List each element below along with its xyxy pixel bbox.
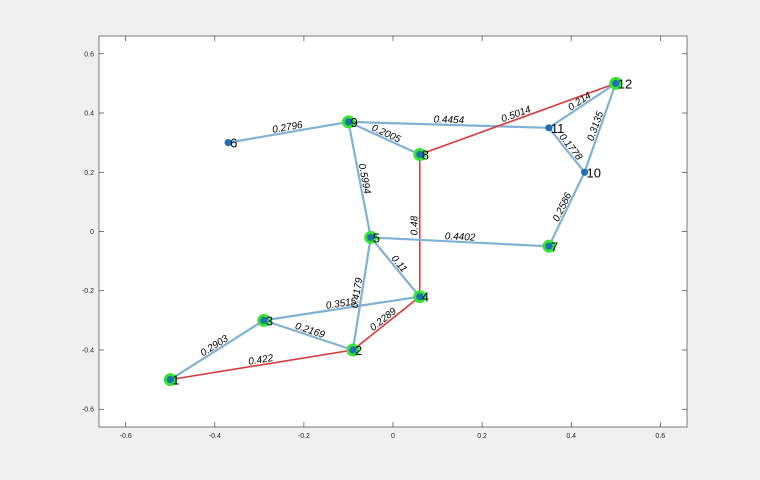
edge-9-5 bbox=[347, 120, 372, 239]
edge-weight-label: 0.4454 bbox=[433, 114, 464, 126]
edge-5-4 bbox=[369, 236, 421, 298]
edge-7-10 bbox=[547, 171, 586, 248]
edge-weight-label: 0.422 bbox=[248, 353, 275, 368]
edge-weight-label: 0.4179 bbox=[350, 277, 366, 309]
node-label: 2 bbox=[355, 343, 362, 358]
edge-weight-label: 0.2796 bbox=[272, 120, 304, 136]
edge-5-7 bbox=[369, 236, 551, 248]
node-11 bbox=[545, 124, 553, 132]
node-4 bbox=[416, 293, 424, 301]
x-tick-label: 0 bbox=[391, 433, 395, 440]
node-label: 3 bbox=[266, 313, 273, 328]
axes-box bbox=[98, 35, 688, 428]
y-tick-label: -0.4 bbox=[82, 347, 94, 354]
y-tick-label: 0.6 bbox=[84, 51, 94, 58]
edge-1-3 bbox=[169, 319, 265, 381]
node-label: 1 bbox=[172, 373, 179, 388]
edge-weight-label: 0.48 bbox=[410, 215, 421, 235]
edge-11-12 bbox=[547, 82, 617, 129]
node-label: 10 bbox=[587, 165, 601, 180]
edge-weight-label: 0.4402 bbox=[444, 231, 476, 244]
x-tick-label: -0.4 bbox=[209, 433, 221, 440]
edge-9-11 bbox=[347, 120, 551, 129]
edge-3-4 bbox=[262, 295, 421, 322]
node-label: 6 bbox=[230, 136, 237, 151]
node-label: 8 bbox=[422, 147, 429, 162]
node-label: 7 bbox=[551, 239, 558, 254]
x-tick-label: -0.6 bbox=[120, 433, 132, 440]
node-8 bbox=[416, 150, 424, 159]
x-tick-label: 0.4 bbox=[566, 433, 576, 440]
node-7 bbox=[545, 242, 553, 250]
edge-6-9 bbox=[227, 120, 350, 144]
edge-3-2 bbox=[262, 319, 355, 352]
edge-weight-label: 0.3515 bbox=[325, 296, 357, 312]
edge-2-5 bbox=[351, 236, 372, 352]
node-10 bbox=[580, 168, 589, 176]
node-label: 12 bbox=[618, 76, 632, 91]
graph-edges bbox=[169, 82, 617, 381]
y-tick-label: 0.4 bbox=[84, 111, 94, 118]
edge-8-12 bbox=[418, 82, 617, 156]
x-tick-label: 0.2 bbox=[477, 433, 487, 440]
node-2 bbox=[349, 346, 357, 354]
y-tick-label: 0.2 bbox=[84, 170, 94, 177]
node-9 bbox=[344, 118, 353, 126]
edge-1-2 bbox=[169, 349, 354, 381]
y-tick-label: -0.6 bbox=[82, 407, 94, 414]
node-label: 5 bbox=[373, 230, 380, 245]
edge-11-10 bbox=[547, 126, 586, 174]
edge-12-10 bbox=[583, 82, 617, 174]
graph-nodes bbox=[163, 76, 623, 387]
edge-9-8 bbox=[347, 120, 421, 156]
node-12 bbox=[612, 79, 620, 87]
node-6 bbox=[224, 139, 232, 147]
node-3 bbox=[260, 316, 268, 324]
node-label: 4 bbox=[422, 290, 429, 305]
node-label: 11 bbox=[551, 121, 565, 136]
y-tick-label: -0.2 bbox=[82, 288, 94, 295]
y-tick-label: 0 bbox=[90, 229, 94, 236]
node-5 bbox=[367, 233, 375, 242]
x-tick-label: 0.6 bbox=[655, 433, 665, 440]
node-1 bbox=[166, 376, 174, 384]
axis-ticks: -0.6 -0.4 -0.2 0 0.2 0.4 0.6 0.6 0.4 0.2 0 -0.2 -0.4… bbox=[82, 36, 687, 440]
edge-2-4 bbox=[352, 295, 421, 351]
node-label: 9 bbox=[350, 115, 357, 130]
x-tick-label: -0.2 bbox=[298, 433, 310, 440]
